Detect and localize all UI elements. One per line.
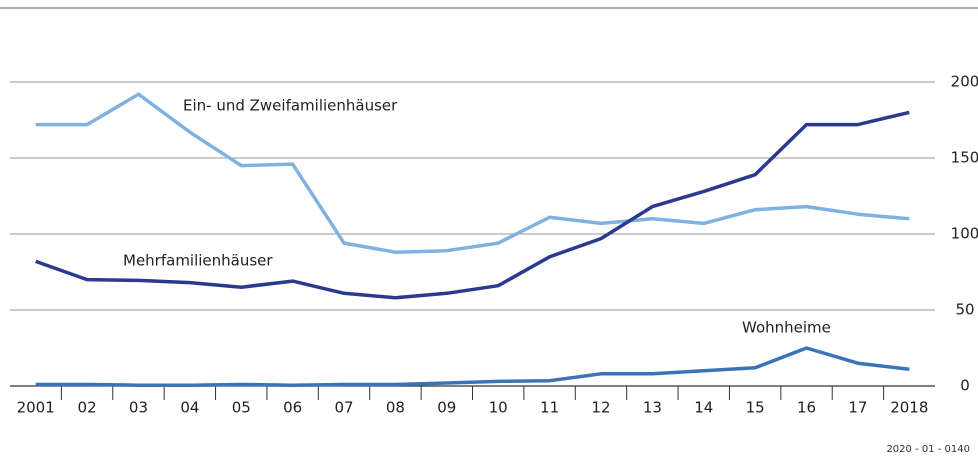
x-tick-label: 07 [334,399,353,417]
x-tick-label: 2018 [890,399,928,417]
x-tick-label: 06 [283,399,302,417]
x-tick-label: 12 [591,399,610,417]
series-line [35,346,910,387]
x-tick-label: 10 [489,399,508,417]
series-label: Mehrfamilienhäuser [123,252,273,270]
x-tick-label: 17 [848,399,867,417]
y-tick-label: 50 [955,301,974,319]
x-tick-label: 03 [129,399,148,417]
x-tick-label: 11 [540,399,559,417]
x-tick-label: 08 [386,399,405,417]
y-tick-label: 150 [951,149,978,167]
footnote: 2020 - 01 - 0140 [886,444,970,455]
series-line [35,92,910,254]
x-tick-label: 15 [746,399,765,417]
series-line [35,110,910,300]
x-tick-label: 04 [180,399,199,417]
y-tick-label: 200 [951,73,978,91]
x-tick-label: 16 [797,399,816,417]
x-tick-label: 14 [694,399,713,417]
series-label: Ein- und Zweifamilienhäuser [183,97,398,115]
x-tick-label: 09 [437,399,456,417]
x-tick-label: 05 [232,399,251,417]
series-label: Wohnheime [742,319,831,337]
x-tick-label: 13 [643,399,662,417]
y-tick-label: 100 [951,225,978,243]
x-tick-label: 2001 [17,399,55,417]
y-tick-label: 0 [960,377,970,395]
x-tick-label: 02 [78,399,97,417]
